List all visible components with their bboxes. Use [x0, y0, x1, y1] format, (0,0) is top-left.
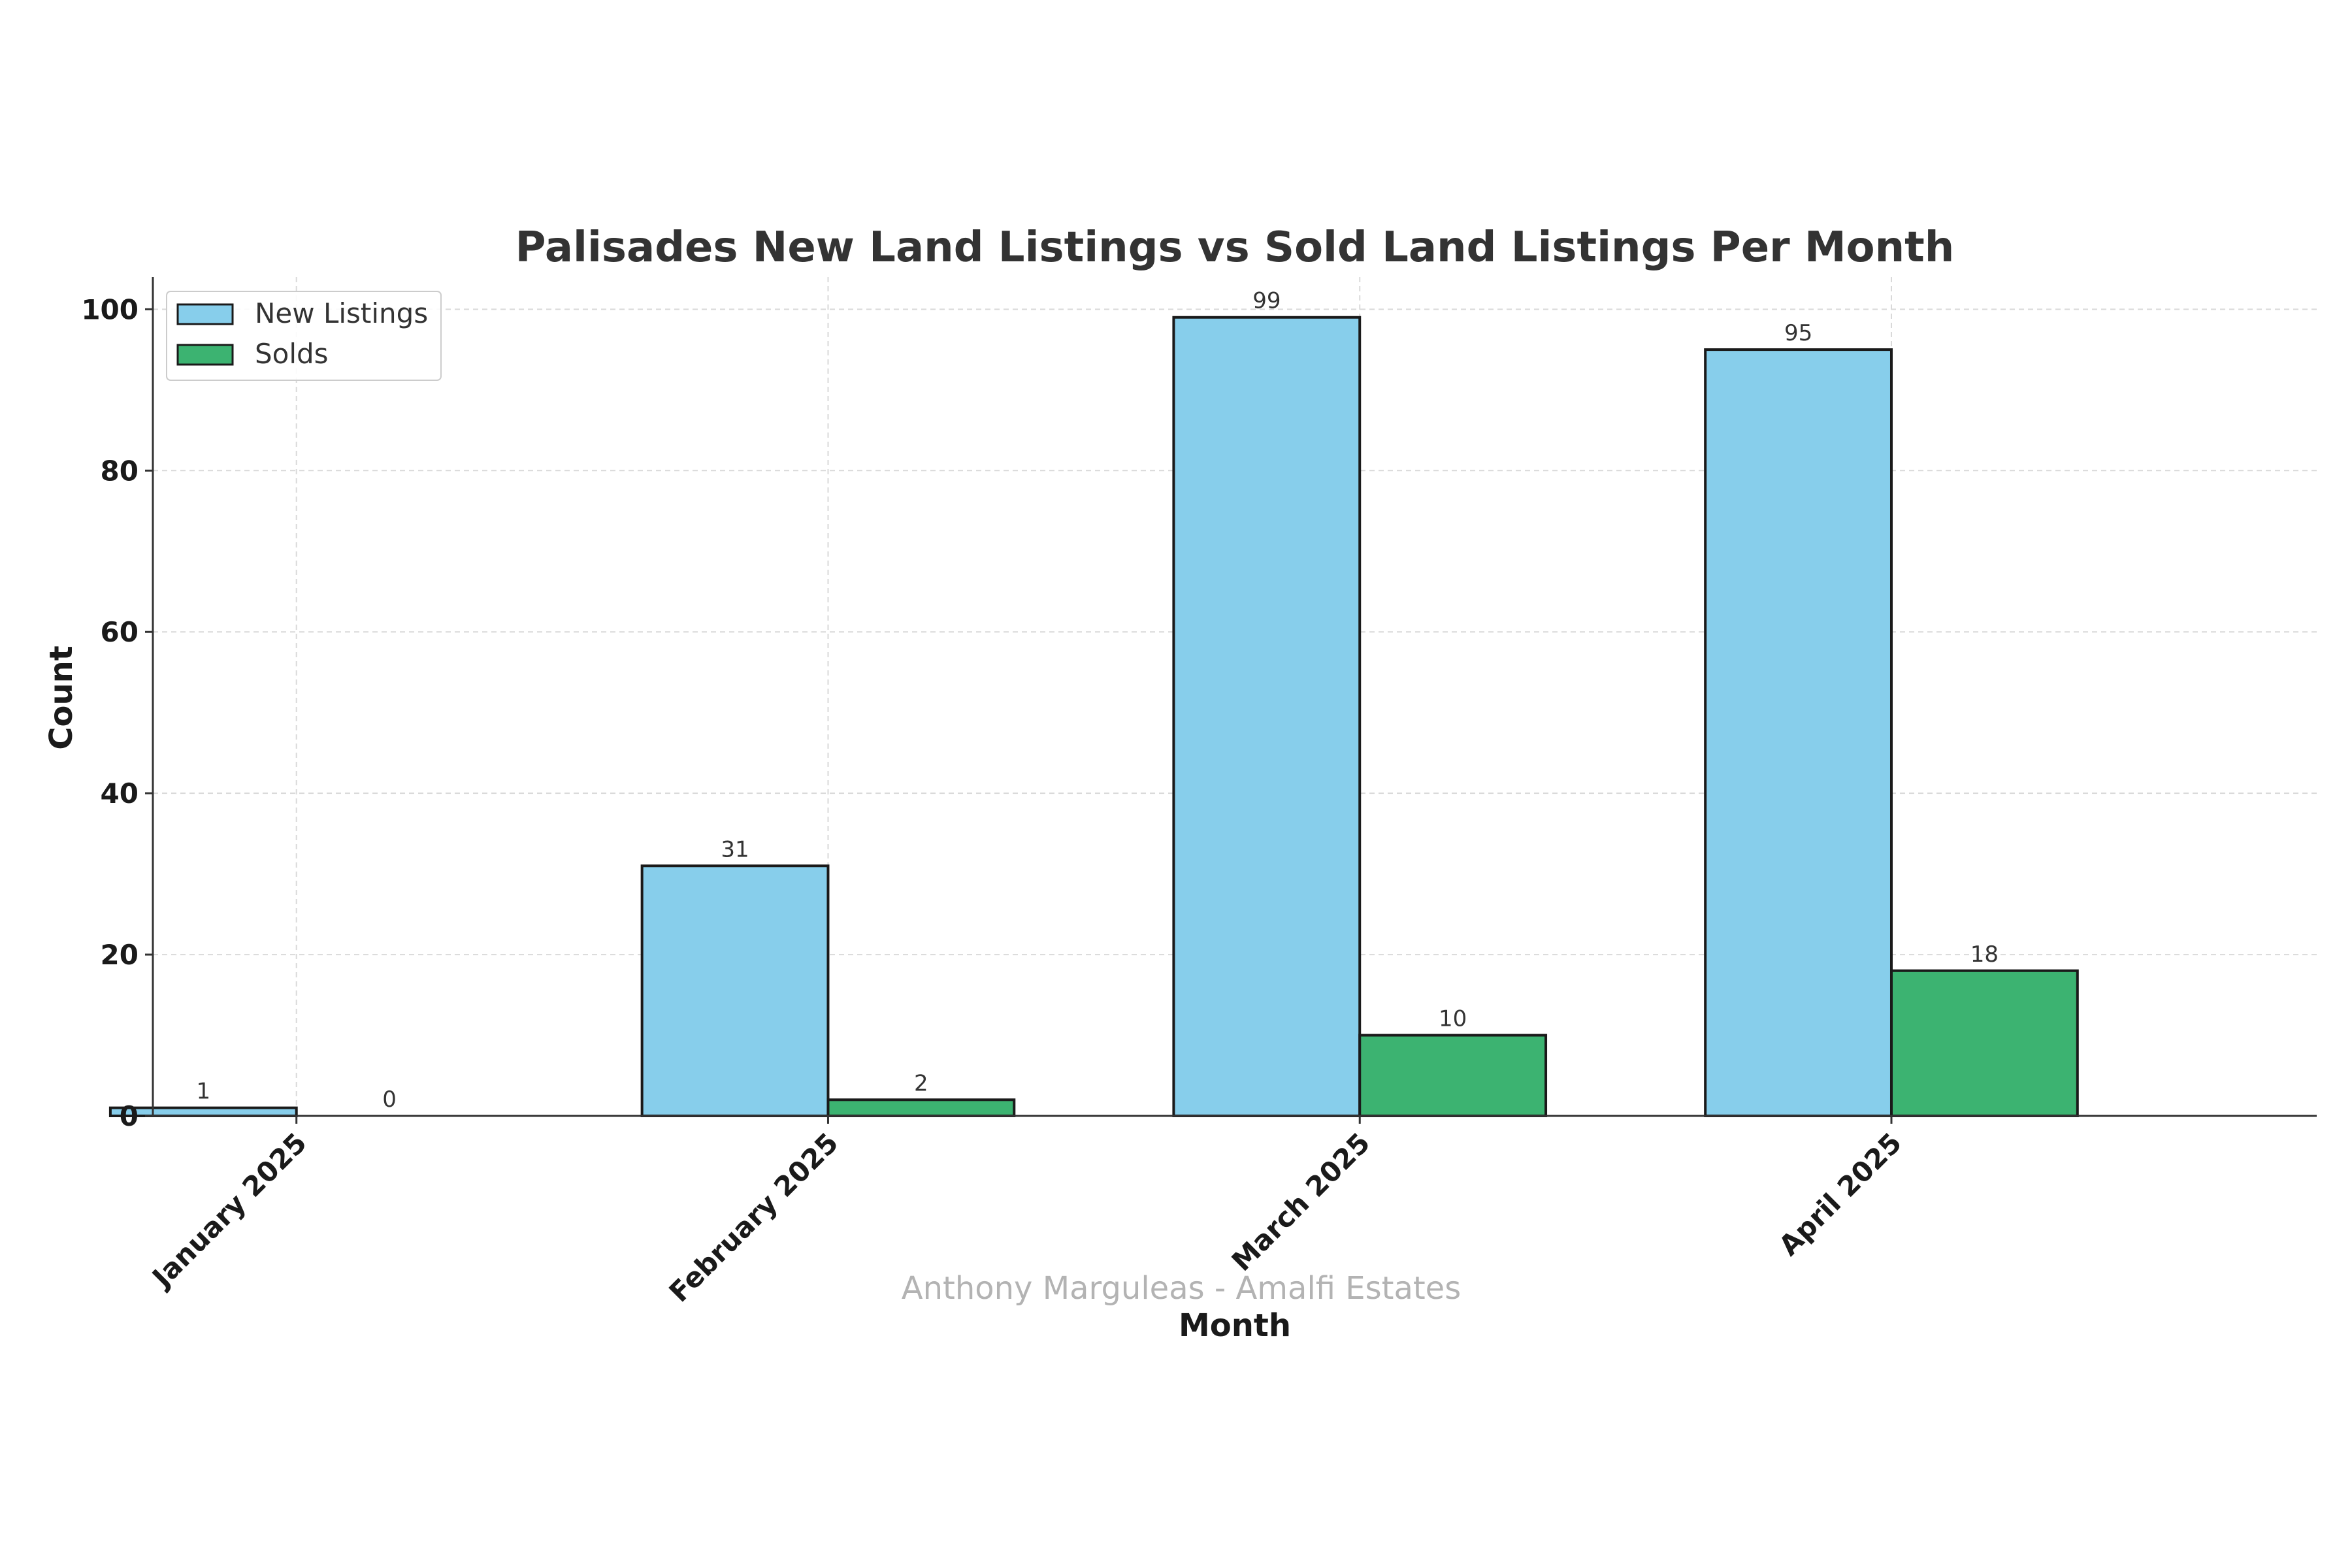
x-axis-label: Month [1179, 1307, 1291, 1344]
data-label-new-listings-april-2025: 95 [1784, 320, 1812, 346]
y-tick-label: 40 [101, 777, 139, 809]
data-label-solds-march-2025: 10 [1439, 1006, 1467, 1032]
data-labels: 1 31 99 95 0 2 10 18 [196, 288, 1999, 1113]
x-tick-label: April 2025 [1772, 1126, 1908, 1262]
bars [108, 316, 2079, 1118]
axes [145, 277, 2317, 1124]
x-tick-label: March 2025 [1226, 1126, 1377, 1277]
data-label-new-listings-february-2025: 31 [721, 836, 749, 862]
legend-swatch-new-listings [176, 303, 234, 325]
y-tick-label: 100 [81, 293, 139, 325]
legend-label-new-listings: New Listings [255, 297, 428, 329]
data-label-solds-january-2025: 0 [382, 1086, 397, 1113]
data-label-solds-february-2025: 2 [914, 1070, 928, 1096]
watermark: Anthony Marguleas - Amalfi Estates [902, 1270, 1461, 1307]
y-tick-label: 60 [101, 616, 139, 648]
legend-box [166, 291, 442, 381]
chart-title: Palisades New Land Listings vs Sold Land… [515, 223, 1955, 272]
x-tick-label: February 2025 [663, 1126, 845, 1308]
x-tick-label: January 2025 [145, 1126, 313, 1294]
bar-solds-march-2025 [1358, 1034, 1548, 1117]
bar-solds-april-2025 [1889, 969, 2079, 1118]
data-label-new-listings-january-2025: 1 [196, 1079, 210, 1105]
y-tick-label: 0 [120, 1100, 139, 1132]
bar-solds-february-2025 [826, 1098, 1016, 1118]
legend-swatch-solds [176, 344, 234, 366]
y-tick-label: 20 [101, 939, 139, 971]
y-tick-label: 80 [101, 455, 139, 487]
data-label-new-listings-march-2025: 99 [1252, 288, 1281, 314]
bar-new-listings-april-2025 [1704, 348, 1893, 1117]
y-axis-label: Count [43, 645, 80, 750]
bar-new-listings-march-2025 [1172, 316, 1362, 1118]
legend: New Listings Solds [166, 291, 442, 381]
legend-label-solds: Solds [255, 338, 329, 370]
bar-new-listings-february-2025 [640, 864, 830, 1118]
data-label-solds-april-2025: 18 [1970, 941, 1999, 968]
